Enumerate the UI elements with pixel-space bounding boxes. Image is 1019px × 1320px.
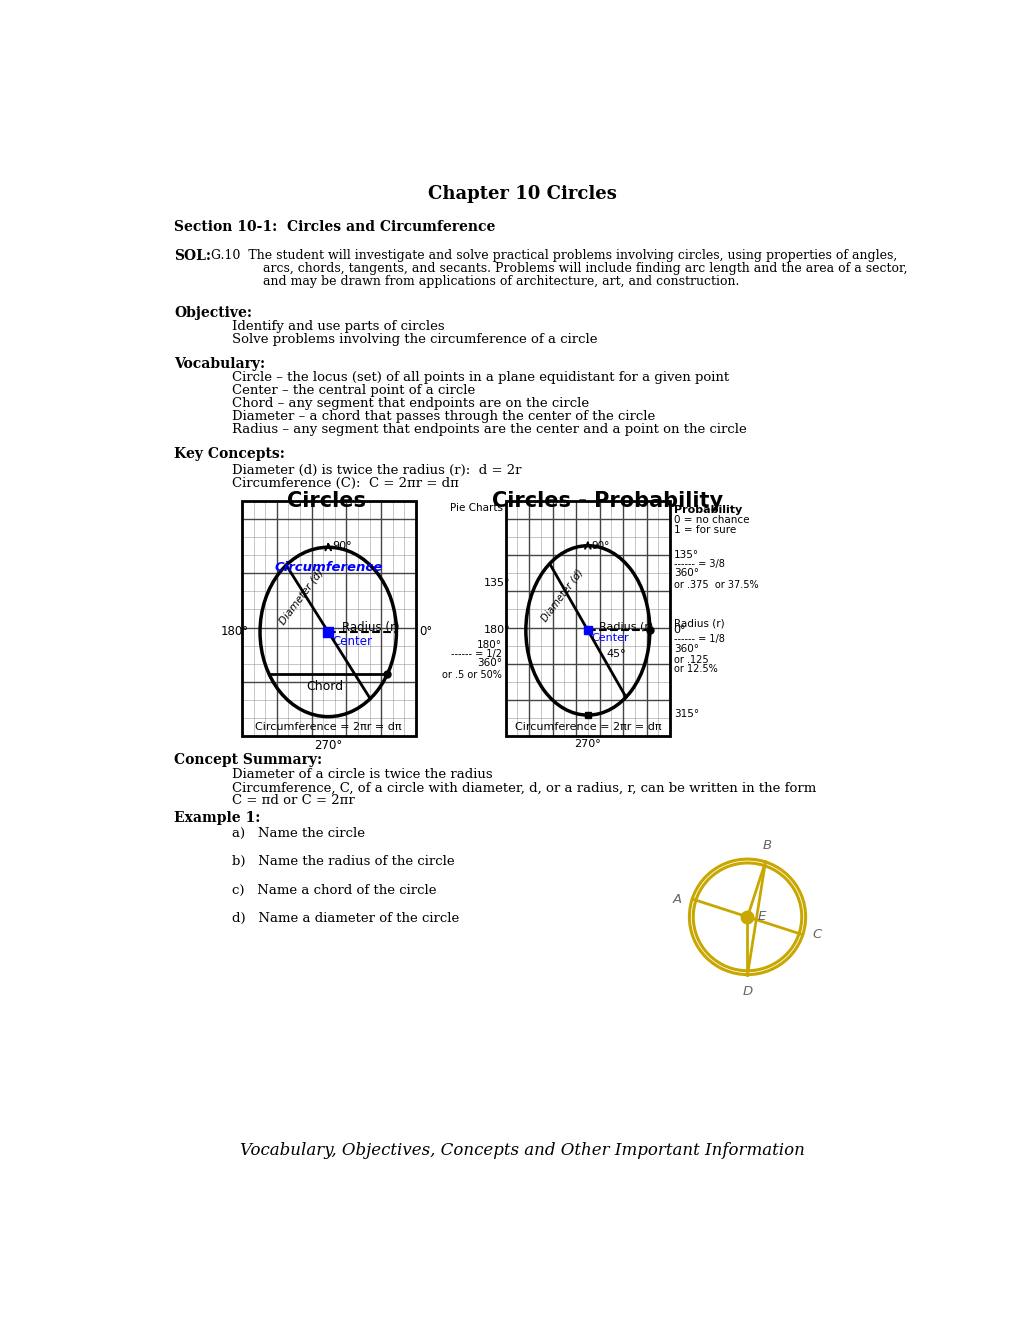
Text: Circumference = 2πr = dπ: Circumference = 2πr = dπ: [515, 722, 660, 733]
Text: Circumference = 2πr = dπ: Circumference = 2πr = dπ: [255, 722, 401, 733]
Text: 0 = no chance: 0 = no chance: [674, 515, 749, 525]
Text: 180°: 180°: [476, 640, 501, 649]
Text: 1 = for sure: 1 = for sure: [674, 525, 736, 535]
Text: Vocabulary:: Vocabulary:: [174, 358, 265, 371]
Bar: [505, 502, 669, 737]
Text: Example 1:: Example 1:: [174, 812, 260, 825]
Text: Section 10-1:  Circles and Circumference: Section 10-1: Circles and Circumference: [174, 220, 495, 234]
Text: 360°: 360°: [476, 659, 501, 668]
Text: Center – the central point of a circle: Center – the central point of a circle: [232, 384, 475, 397]
Text: Center: Center: [590, 634, 628, 643]
Text: C = πd or C = 2πr: C = πd or C = 2πr: [232, 795, 355, 808]
Text: Diameter of a circle is twice the radius: Diameter of a circle is twice the radius: [232, 768, 492, 781]
Text: 270°: 270°: [574, 739, 600, 748]
Text: Diameter (d): Diameter (d): [277, 568, 325, 627]
Text: Solve problems involving the circumference of a circle: Solve problems involving the circumferen…: [232, 333, 597, 346]
Text: 315°: 315°: [674, 709, 698, 719]
Text: Circles: Circles: [287, 491, 366, 511]
Text: or .5 or 50%: or .5 or 50%: [441, 671, 501, 680]
Text: 135°: 135°: [484, 578, 510, 587]
Text: 270°: 270°: [314, 739, 342, 752]
Text: Circumference (C):  C = 2πr = dπ: Circumference (C): C = 2πr = dπ: [232, 478, 459, 490]
Text: Objective:: Objective:: [174, 306, 252, 321]
Text: Circumference: Circumference: [274, 561, 382, 574]
Text: B: B: [761, 840, 770, 851]
Text: d)   Name a diameter of the circle: d) Name a diameter of the circle: [232, 912, 459, 925]
Text: Radius (r): Radius (r): [598, 622, 652, 631]
Text: 0°: 0°: [419, 626, 432, 639]
Text: 135°: 135°: [674, 549, 698, 560]
Text: C: C: [812, 928, 821, 941]
Text: Identify and use parts of circles: Identify and use parts of circles: [232, 321, 444, 333]
Text: SOL:: SOL:: [174, 249, 211, 263]
Text: 90°: 90°: [332, 541, 352, 550]
Text: Center: Center: [332, 635, 373, 648]
Text: Key Concepts:: Key Concepts:: [174, 447, 284, 461]
Text: Radius – any segment that endpoints are the center and a point on the circle: Radius – any segment that endpoints are …: [232, 424, 746, 437]
Text: Diameter (d) is twice the radius (r):  d = 2r: Diameter (d) is twice the radius (r): d …: [232, 465, 521, 477]
Text: Probability: Probability: [674, 506, 742, 515]
Text: Concept Summary:: Concept Summary:: [174, 752, 322, 767]
Text: Chord: Chord: [306, 681, 342, 693]
Text: or 12.5%: or 12.5%: [674, 664, 717, 675]
Text: 180°: 180°: [484, 626, 511, 635]
Text: 0°: 0°: [673, 626, 685, 635]
Text: and may be drawn from applications of architecture, art, and construction.: and may be drawn from applications of ar…: [211, 276, 739, 289]
Text: A: A: [673, 892, 682, 906]
Text: or .375  or 37.5%: or .375 or 37.5%: [674, 581, 758, 590]
Text: arcs, chords, tangents, and secants. Problems will include finding arc length an: arcs, chords, tangents, and secants. Pro…: [211, 263, 907, 276]
Text: ------ = 1/2: ------ = 1/2: [450, 649, 501, 659]
Text: a)   Name the circle: a) Name the circle: [232, 826, 365, 840]
Text: Radius (r): Radius (r): [674, 619, 723, 628]
Text: 45°: 45°: [606, 649, 626, 659]
Text: Vocabulary, Objectives, Concepts and Other Important Information: Vocabulary, Objectives, Concepts and Oth…: [240, 1143, 804, 1159]
Text: Circumference, C, of a circle with diameter, d, or a radius, r, can be written i: Circumference, C, of a circle with diame…: [232, 781, 815, 795]
Text: 180°: 180°: [220, 626, 249, 639]
Text: ------ = 3/8: ------ = 3/8: [674, 558, 725, 569]
Text: c)   Name a chord of the circle: c) Name a chord of the circle: [232, 884, 436, 896]
Text: D: D: [742, 985, 752, 998]
Text: or .125: or .125: [674, 655, 708, 665]
Text: E: E: [757, 911, 765, 924]
Text: ------ = 1/8: ------ = 1/8: [674, 635, 725, 644]
Text: Pie Charts: Pie Charts: [449, 503, 502, 512]
Text: 360°: 360°: [674, 568, 698, 578]
Text: Circle – the locus (set) of all points in a plane equidistant for a given point: Circle – the locus (set) of all points i…: [232, 371, 729, 384]
Text: Diameter (d): Diameter (d): [539, 568, 585, 623]
Text: G.10  The student will investigate and solve practical problems involving circle: G.10 The student will investigate and so…: [211, 249, 897, 263]
Text: b)   Name the radius of the circle: b) Name the radius of the circle: [232, 855, 454, 869]
Text: Radius (r): Radius (r): [341, 622, 399, 634]
Text: 90°: 90°: [590, 541, 608, 550]
Text: Diameter – a chord that passes through the center of the circle: Diameter – a chord that passes through t…: [232, 411, 655, 424]
Text: Chapter 10 Circles: Chapter 10 Circles: [428, 185, 616, 203]
Text: 360°: 360°: [674, 644, 698, 653]
Text: Chord – any segment that endpoints are on the circle: Chord – any segment that endpoints are o…: [232, 397, 589, 411]
Bar: [242, 502, 416, 737]
Text: Circles - Probability: Circles - Probability: [492, 491, 722, 511]
